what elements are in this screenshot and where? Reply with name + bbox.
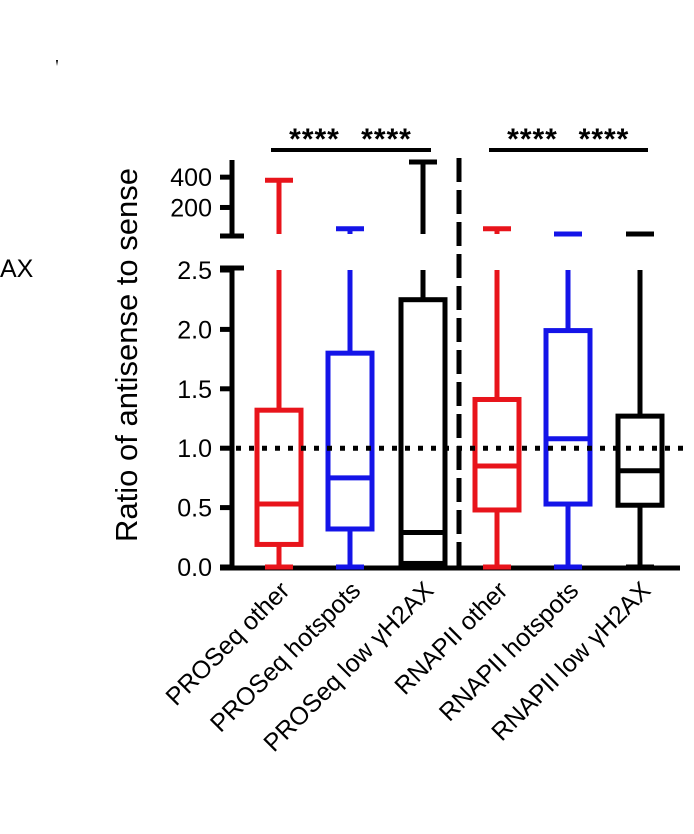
box-iqr (615, 413, 665, 508)
box-iqr (398, 297, 448, 566)
box-5 (543, 231, 593, 570)
y-tick-label: 0.0 (177, 554, 212, 582)
category-label: PROSeq other (160, 576, 295, 711)
sig-label: **** (289, 123, 340, 156)
corner-mark (56, 60, 58, 66)
boxes (254, 159, 665, 570)
box-4 (472, 226, 522, 570)
edge-text: AX (0, 255, 34, 283)
box-6 (615, 231, 665, 570)
y-tick-label: 2.5 (177, 257, 212, 285)
y-axis-label: Ratio of antisense to sense (109, 168, 144, 542)
box-iqr (472, 396, 522, 513)
y-tick-label: 0.5 (177, 495, 212, 523)
box-1 (254, 177, 304, 570)
sig-label: **** (361, 123, 412, 156)
box-2 (325, 226, 375, 570)
significance-annotations: **** **** **** **** (271, 123, 648, 156)
y-tick-label: 200 (170, 194, 212, 222)
y-tick-label: 2.0 (177, 316, 212, 344)
sig-label: **** (507, 123, 558, 156)
box-3 (398, 159, 448, 570)
box-iqr (325, 350, 375, 532)
y-tick-label: 400 (170, 164, 212, 192)
box-iqr (543, 328, 593, 507)
y-tick-label: 1.0 (177, 435, 212, 463)
box-iqr (254, 407, 304, 547)
sig-label: **** (579, 123, 630, 156)
y-tick-label: 1.5 (177, 376, 212, 404)
y-ticks-lower: 0.0 0.5 1.0 1.5 2.0 2.5 (177, 257, 232, 582)
